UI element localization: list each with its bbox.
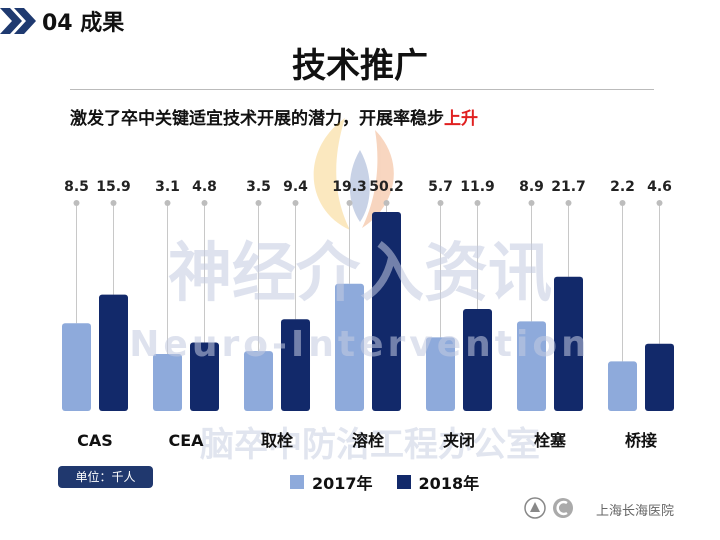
watermark-office: 脑卒中防治工程办公室 [200,425,540,465]
value-label: 4.8 [192,179,217,195]
value-label: 21.7 [551,179,586,195]
bar-2018-6 [645,343,674,411]
watermark: 神经介入资讯 Neuro-Intervention 脑卒中防治工程办公室 [129,237,590,465]
legend-item-2018: 2018年 [396,470,480,494]
bar-2018-5 [554,276,583,411]
watermark-en: Neuro-Intervention [129,324,590,365]
bar-2017-5 [517,321,546,411]
hospital-logo-icon [553,498,573,518]
leader-dot [346,200,353,206]
bar-2017-4 [426,337,455,411]
bar-2017-1 [153,354,182,411]
emblem-icon [524,497,546,519]
label-group: 8.5 15.9 CAS 3.1 4.8 CEA 3.5 9.4 取栓 19.3 50.2 溶栓 5.7… [64,179,672,450]
bar-2017-0 [62,323,91,411]
leader-dot [201,200,208,206]
bar-series-group [62,200,674,411]
chart-legend: 2017年 2018年 [290,470,503,494]
leader-dot [110,200,117,206]
leader-dot [528,200,535,206]
value-label: 3.1 [155,179,180,195]
category-label: 桥接 [625,431,657,450]
subtitle: 激发了卒中关键适宜技术开展的潜力，开展率稳步上升 [70,104,478,129]
legend-item-2017: 2017年 [290,470,373,494]
category-label: 夹闭 [443,431,475,450]
section-header: 04 成果 [0,4,124,38]
bar-2018-1 [190,342,219,411]
watermark-cn: 神经介入资讯 [168,237,552,311]
bar-2018-2 [281,319,310,411]
category-label: 栓塞 [534,431,567,450]
value-label: 9.4 [283,179,308,195]
category-label: 取栓 [261,431,294,450]
value-label: 15.9 [96,179,131,195]
value-label: 11.9 [460,179,495,195]
value-label: 8.5 [64,179,89,195]
title-divider [70,89,654,90]
legend-swatch-2018 [396,475,411,489]
category-label: CEA [168,431,204,450]
leader-dot [383,200,390,206]
legend-label-2018: 2018年 [418,474,480,493]
bar-2018-0 [99,294,128,411]
value-label: 8.9 [519,179,544,195]
watermark-logo [313,118,394,230]
section-title: 04 成果 [42,11,125,36]
leader-dot [437,200,444,206]
bar-2018-3 [372,212,401,411]
chevron-arrows-icon [0,8,36,34]
legend-label-2017: 2017年 [312,474,373,493]
category-label: CAS [77,431,113,450]
leader-dot [73,200,80,206]
value-label: 19.3 [332,179,367,195]
value-label: 3.5 [246,179,271,195]
legend-swatch-2017 [290,475,304,489]
hospital-name: 上海长海医院 [596,504,675,519]
leader-dot [474,200,481,206]
page-title: 技术推广 [292,46,428,86]
footer-logos [524,497,580,519]
subtitle-main: 激发了卒中关键适宜技术开展的潜力，开展率稳步 [70,109,444,129]
leader-dot [255,200,262,206]
value-label: 5.7 [428,179,453,195]
leader-dot [292,200,299,206]
leader-dot [164,200,171,206]
bar-2017-2 [244,351,273,411]
bar-2017-3 [335,283,364,411]
value-label: 50.2 [369,179,404,195]
unit-badge: 单位：千人 [58,466,153,488]
subtitle-highlight: 上升 [444,109,478,129]
value-label: 2.2 [610,179,635,195]
category-label: 溶栓 [352,431,385,450]
bar-2018-4 [463,308,492,411]
leader-dot [565,200,572,206]
leader-dot [656,200,663,206]
bar-2017-6 [608,361,637,411]
leader-dot [619,200,626,206]
value-label: 4.6 [647,179,672,195]
